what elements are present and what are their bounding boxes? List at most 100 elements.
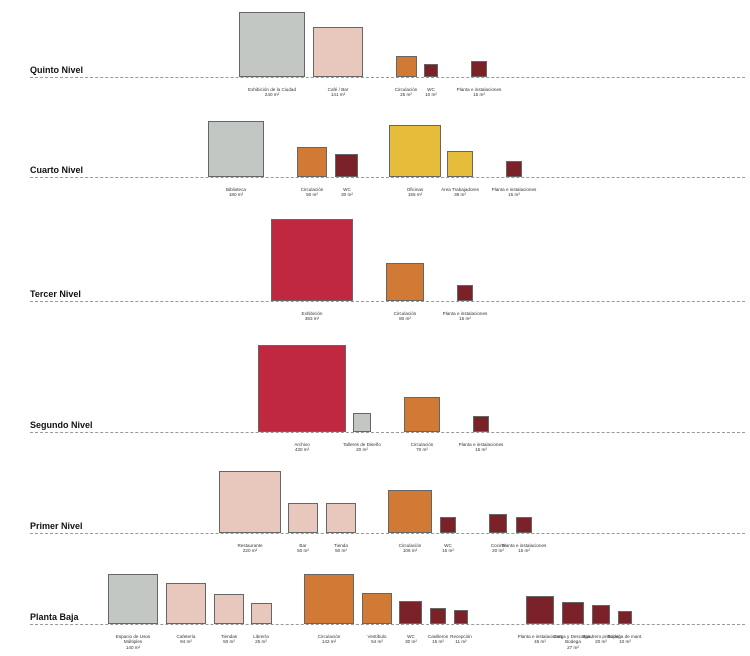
space-name: Casilleros	[427, 634, 449, 639]
space-name: WC	[444, 543, 452, 548]
space-square	[618, 610, 632, 624]
space-square	[388, 489, 432, 533]
space-square	[352, 413, 372, 432]
space-name: Bodega de mant.	[607, 634, 643, 639]
space-name: Circulación	[410, 442, 434, 447]
space-area: 50 m²	[223, 639, 235, 645]
space-name: Tienda	[334, 543, 348, 548]
space-area: 38 m²	[454, 192, 466, 198]
space-square	[424, 63, 438, 77]
space-name: WC	[427, 87, 435, 92]
space-square	[165, 583, 207, 624]
space-area: 141 m²	[330, 92, 346, 98]
space-area: 94 m²	[180, 639, 192, 645]
space-area: 30 m²	[405, 639, 417, 645]
space-name: Carga y Descarga / Bodega	[553, 634, 593, 645]
space-square	[470, 60, 488, 77]
space-label: Circulación 142 m²	[305, 634, 353, 645]
space-name: Cocina	[490, 543, 506, 548]
space-area: 54 m²	[371, 639, 383, 645]
space-label: Biblioteca 180 m²	[212, 187, 260, 198]
space-name: WC	[407, 634, 415, 639]
space-name: Recepción	[450, 634, 472, 639]
space-area: 106 m²	[402, 548, 418, 554]
space-label: Bodega de mant. 10 m²	[601, 634, 649, 645]
space-area: 10 m²	[425, 92, 437, 98]
space-name: Planta e instalaciones	[491, 187, 537, 192]
space-name: Planta e instalaciones	[517, 634, 563, 639]
space-area: 430 m²	[294, 447, 310, 453]
space-area: 220 m²	[242, 548, 258, 554]
space-area: 80 m²	[399, 316, 411, 322]
space-name: Tiendas	[220, 634, 238, 639]
space-square	[386, 263, 424, 301]
space-square	[429, 607, 447, 624]
baseline	[30, 533, 745, 534]
baseline	[30, 177, 745, 178]
space-name: Circulación	[394, 87, 418, 92]
baseline	[30, 624, 745, 625]
space-area: 45 m²	[534, 639, 546, 645]
space-square	[207, 120, 265, 177]
space-label: Vestíbulo 54 m²	[353, 634, 401, 645]
level-name: Quinto Nivel	[30, 65, 84, 75]
level-name: Cuarto Nivel	[30, 165, 84, 175]
space-area: 25 m²	[400, 92, 412, 98]
space-square	[404, 396, 440, 432]
space-area: 10 m²	[619, 639, 631, 645]
level-name: Segundo Nivel	[30, 420, 93, 430]
space-label: Tiendas 50 m²	[205, 634, 253, 645]
space-square	[258, 344, 346, 432]
space-square	[270, 218, 354, 301]
space-label: Circulación 25 m²	[382, 87, 430, 98]
space-area: 15 m²	[432, 639, 444, 645]
space-name: Exhibición	[301, 311, 323, 316]
space-square	[303, 573, 355, 624]
space-area: 20 m²	[356, 447, 368, 453]
space-name: Planta e instalaciones	[442, 311, 488, 316]
space-area: 15 m²	[508, 192, 520, 198]
space-label: Casilleros 15 m²	[414, 634, 462, 645]
space-area: 140 m²	[125, 644, 141, 650]
space-label: Café / Bar 141 m²	[314, 87, 362, 98]
space-area: 15 m²	[442, 548, 454, 554]
space-name: Circulación	[300, 187, 324, 192]
space-label: Circulación 70 m²	[398, 442, 446, 453]
space-square	[288, 503, 318, 533]
space-label: Planta e instalaciones 15 m²	[455, 87, 503, 98]
space-square	[335, 153, 359, 177]
space-area: 20 m²	[595, 639, 607, 645]
space-label: Cocina 20 m²	[474, 543, 522, 554]
space-square	[562, 602, 584, 624]
space-name: Café / Bar	[327, 87, 349, 92]
space-label: Librería 25 m²	[237, 634, 285, 645]
space-area: 50 m²	[335, 548, 347, 554]
space-name: Planta e instalaciones	[501, 543, 547, 548]
space-square	[456, 284, 474, 301]
space-name: Circulación	[317, 634, 341, 639]
space-area: 383 m²	[304, 316, 320, 322]
space-name: Espacio de Usos Múltiples	[115, 634, 151, 645]
level-name: Tercer Nivel	[30, 289, 81, 299]
space-name: Oficinas	[406, 187, 424, 192]
space-name: Exhibición de la Ciudad	[248, 87, 297, 92]
space-square	[454, 610, 468, 624]
space-label: Restaurante 220 m²	[226, 543, 274, 554]
space-label: Circulación 106 m²	[386, 543, 434, 554]
baseline	[30, 77, 745, 78]
space-square	[439, 516, 457, 533]
space-square	[313, 27, 363, 77]
space-label: Planta e instalaciones 15 m²	[457, 442, 505, 453]
space-label: Área Trabajadores 38 m²	[436, 187, 484, 198]
space-label: Exhibición de la Ciudad 240 m²	[248, 87, 296, 98]
space-square	[447, 151, 473, 177]
space-name: Basurero principal	[582, 634, 620, 639]
space-area: 50 m²	[306, 192, 318, 198]
space-label: Carga y Descarga / Bodega 27 m²	[549, 634, 597, 650]
baseline	[30, 432, 745, 433]
space-area: 15 m²	[473, 92, 485, 98]
space-name: Vestíbulo	[367, 634, 387, 639]
space-area: 25 m²	[255, 639, 267, 645]
space-square	[108, 574, 158, 624]
